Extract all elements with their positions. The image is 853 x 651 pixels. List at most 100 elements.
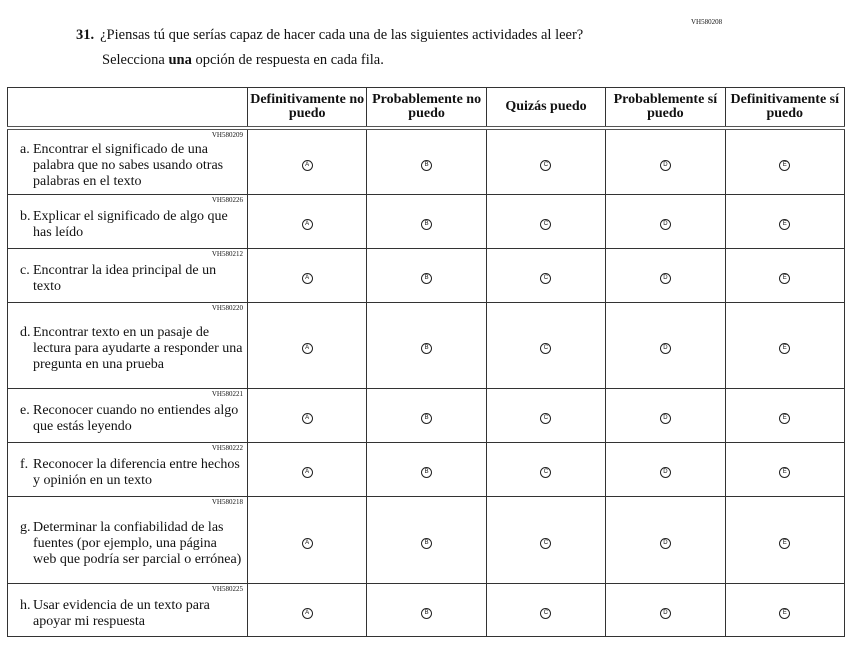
- option-bubble-a[interactable]: A: [301, 537, 313, 549]
- option-cell: C: [485, 127, 607, 195]
- option-bubble-e[interactable]: E: [779, 467, 791, 478]
- option-cell: D: [605, 495, 726, 584]
- option-bubble-d[interactable]: D: [659, 537, 671, 549]
- table-row: VH580212 c. Encontrar la idea principal de…: [7, 247, 846, 303]
- table-row: VH580226 b. Explicar el significado de alg…: [7, 193, 846, 249]
- option-bubble-c[interactable]: C: [540, 467, 552, 478]
- option-cell: A: [246, 193, 368, 249]
- item-code: VH580218: [211, 497, 243, 506]
- option-cell: C: [485, 387, 607, 443]
- table-row: VH580222 f. Reconocer la diferencia entre …: [7, 441, 846, 497]
- option-cell: B: [366, 301, 487, 389]
- option-cell: B: [366, 441, 487, 497]
- option-cell: C: [485, 495, 607, 584]
- table-row: VH580220 d. Encontrar texto en un pasaje d…: [7, 301, 846, 389]
- option-cell: E: [724, 247, 846, 303]
- option-bubble-a[interactable]: A: [301, 273, 313, 284]
- option-bubble-d[interactable]: D: [659, 413, 671, 424]
- option-bubble-d[interactable]: D: [659, 607, 671, 619]
- option-cell: D: [605, 582, 726, 637]
- option-bubble-b[interactable]: B: [421, 413, 433, 424]
- option-cell: E: [724, 193, 846, 249]
- option-bubble-e[interactable]: E: [779, 607, 791, 619]
- table-row: VH580218 g. Determinar la confiabilidad de…: [7, 495, 846, 584]
- option-bubble-d[interactable]: D: [659, 467, 671, 478]
- option-bubble-a[interactable]: A: [301, 467, 313, 478]
- option-bubble-b[interactable]: B: [421, 219, 433, 230]
- option-cell: E: [724, 441, 846, 497]
- option-cell: B: [366, 495, 487, 584]
- question-prompt: ¿Piensas tú que serías capaz de hacer ca…: [100, 27, 584, 43]
- option-bubble-c[interactable]: C: [540, 537, 552, 549]
- question-text: 31. ¿Piensas tú que serías capaz de hacer…: [76, 27, 583, 44]
- option-bubble-d[interactable]: D: [659, 219, 671, 230]
- option-bubble-a[interactable]: A: [301, 219, 313, 230]
- option-cell: C: [485, 247, 607, 303]
- item-text: Encontrar el significado de una palabra …: [33, 141, 224, 189]
- option-bubble-d[interactable]: D: [659, 343, 671, 354]
- item-code: VH580209: [211, 131, 243, 139]
- option-cell: A: [246, 301, 368, 389]
- option-bubble-e[interactable]: E: [779, 273, 791, 284]
- option-bubble-c[interactable]: C: [540, 413, 552, 424]
- row-label: VH580226 b. Explicar el significado de alg…: [7, 193, 248, 249]
- option-bubble-b[interactable]: B: [421, 159, 433, 171]
- header-blank: [7, 87, 248, 129]
- option-bubble-e[interactable]: E: [779, 219, 791, 230]
- column-header: Probablemente no puedo: [366, 87, 487, 129]
- option-cell: E: [724, 301, 846, 389]
- option-bubble-e[interactable]: E: [779, 413, 791, 424]
- row-label: VH580222 f. Reconocer la diferencia entre …: [7, 441, 248, 497]
- option-bubble-c[interactable]: C: [540, 219, 552, 230]
- option-bubble-e[interactable]: E: [779, 343, 791, 354]
- option-bubble-a[interactable]: A: [301, 607, 313, 619]
- item-text: Encontrar texto en un pasaje de lectura …: [33, 325, 243, 372]
- option-bubble-c[interactable]: C: [540, 159, 552, 171]
- option-bubble-b[interactable]: B: [421, 273, 433, 284]
- option-cell: B: [366, 387, 487, 443]
- table-row: VH580221 e. Reconocer cuando no entiendes …: [7, 387, 846, 443]
- option-cell: D: [605, 387, 726, 443]
- option-cell: D: [605, 441, 726, 497]
- option-bubble-d[interactable]: D: [659, 273, 671, 284]
- option-cell: E: [724, 495, 846, 584]
- column-header: Probablemente sí puedo: [605, 87, 726, 129]
- option-bubble-a[interactable]: A: [301, 413, 313, 424]
- option-bubble-d[interactable]: D: [659, 159, 671, 171]
- item-text: Usar evidencia de un texto para apoyar m…: [33, 597, 210, 629]
- option-cell: A: [246, 582, 368, 637]
- item-text: Encontrar la idea principal de un texto: [33, 263, 217, 294]
- option-cell: A: [246, 387, 368, 443]
- option-cell: E: [724, 582, 846, 637]
- option-bubble-e[interactable]: E: [779, 537, 791, 549]
- option-cell: D: [605, 127, 726, 195]
- item-code: VH580222: [211, 443, 243, 452]
- option-bubble-c[interactable]: C: [540, 607, 552, 619]
- item-code: VH580225: [211, 584, 243, 593]
- column-header: Quizás puedo: [485, 87, 607, 129]
- item-letter: a.: [20, 141, 30, 157]
- option-cell: C: [485, 582, 607, 637]
- option-bubble-b[interactable]: B: [421, 467, 433, 478]
- option-cell: A: [246, 247, 368, 303]
- option-cell: C: [485, 441, 607, 497]
- item-letter: d.: [20, 325, 31, 340]
- item-code: VH580226: [211, 195, 243, 204]
- option-cell: B: [366, 247, 487, 303]
- question-code: VH580208: [691, 18, 723, 26]
- option-bubble-e[interactable]: E: [779, 159, 791, 171]
- option-bubble-c[interactable]: C: [540, 343, 552, 354]
- item-text: Reconocer la diferencia entre hechos y o…: [33, 457, 240, 488]
- option-bubble-b[interactable]: B: [421, 343, 433, 354]
- option-bubble-a[interactable]: A: [301, 159, 313, 171]
- item-text: Determinar la confiabilidad de las fuent…: [33, 519, 242, 567]
- item-text: Explicar el significado de algo que has …: [33, 209, 228, 240]
- option-bubble-b[interactable]: B: [421, 607, 433, 619]
- item-letter: c.: [20, 263, 30, 278]
- option-bubble-b[interactable]: B: [421, 537, 433, 549]
- option-cell: A: [246, 441, 368, 497]
- option-bubble-a[interactable]: A: [301, 343, 313, 354]
- row-label: VH580220 d. Encontrar texto en un pasaje d…: [7, 301, 248, 389]
- option-cell: D: [605, 193, 726, 249]
- option-bubble-c[interactable]: C: [540, 273, 552, 284]
